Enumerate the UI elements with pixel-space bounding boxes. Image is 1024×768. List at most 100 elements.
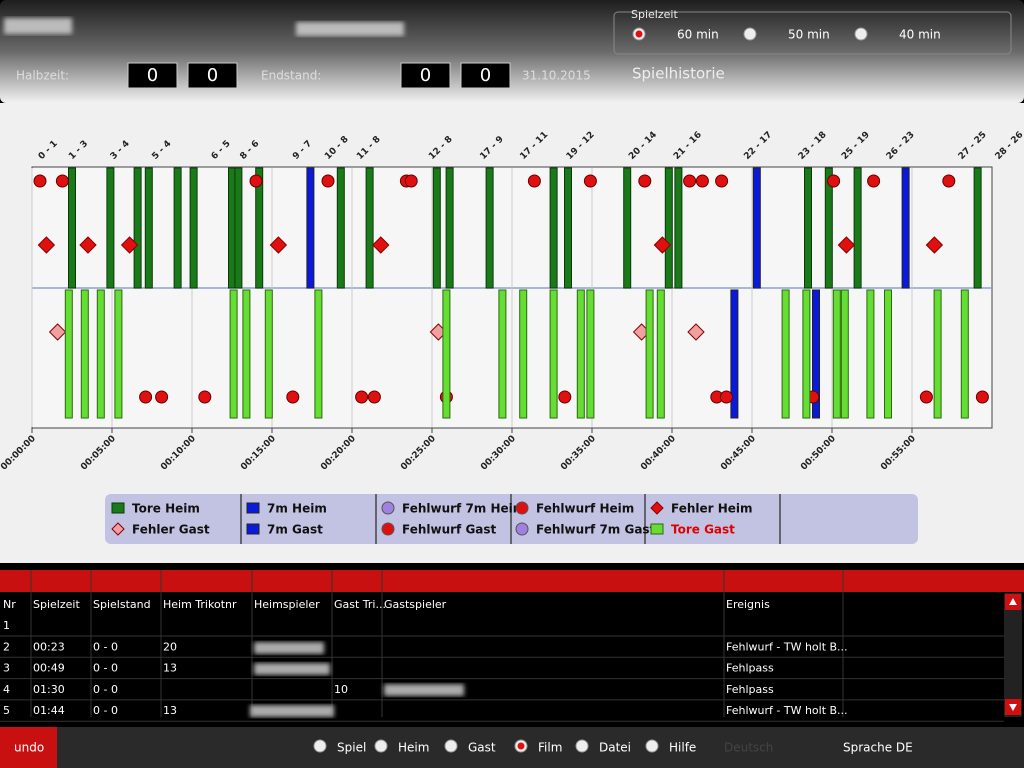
nav-radio[interactable] <box>645 739 659 753</box>
legend-label: Fehler Heim <box>671 502 753 516</box>
event-diamond <box>653 236 672 254</box>
event-bar <box>264 289 273 419</box>
event-bar <box>80 289 89 419</box>
endstand-label: Endstand: <box>261 69 321 83</box>
nav-radio[interactable] <box>444 739 458 753</box>
language: Sprache DE <box>843 741 913 755</box>
legend-label: Fehlwurf 7m Heim <box>402 502 525 516</box>
event-circle <box>975 390 989 404</box>
event-circle <box>249 174 263 188</box>
event-bar <box>730 289 739 419</box>
event-bar <box>64 289 73 419</box>
table-cell: 01:30 <box>33 683 65 696</box>
table-cell: 20 <box>163 640 177 653</box>
event-bar <box>645 289 654 419</box>
nav-option: Datei <box>599 741 631 755</box>
legend-label: 7m Heim <box>267 502 327 516</box>
event-bar <box>114 289 123 419</box>
spielzeit-option: 40 min <box>899 28 941 42</box>
blurred-name <box>384 684 464 696</box>
event-bar <box>365 167 374 289</box>
spielzeit-option: 50 min <box>788 28 830 42</box>
score-box <box>187 62 238 89</box>
table-cell: 4 <box>3 683 10 696</box>
legend-swatch <box>650 523 664 535</box>
legend-label: Tore Heim <box>132 502 200 516</box>
event-bar <box>485 167 494 289</box>
event-diamond <box>120 236 139 254</box>
history-title: Spielhistorie <box>632 65 725 83</box>
event-bar <box>445 167 454 289</box>
event-circle <box>683 174 697 188</box>
spielzeit-radio[interactable] <box>743 27 757 41</box>
event-bar <box>933 289 942 419</box>
undo-button[interactable] <box>0 727 57 768</box>
column-header: Nr <box>3 598 16 611</box>
nav-radio[interactable] <box>374 739 388 753</box>
table-cell: 13 <box>163 662 177 675</box>
event-bar <box>242 289 251 419</box>
event-circle <box>719 390 733 404</box>
event-diamond <box>269 236 288 254</box>
table-header-band <box>0 570 1024 592</box>
event-circle <box>321 174 335 188</box>
nav-option: Film <box>538 741 562 755</box>
event-circle <box>198 390 212 404</box>
event-bar <box>866 289 875 419</box>
table-cell: 01:44 <box>33 704 65 717</box>
event-bar <box>336 167 345 289</box>
event-bar <box>656 289 665 419</box>
table-cell: Fehlwurf - TW holt B... <box>726 640 848 653</box>
legend-swatch <box>515 522 529 536</box>
legend-label: Fehlwurf Gast <box>402 523 497 537</box>
table-cell: Fehlpass <box>726 662 774 675</box>
undo-label: undo <box>14 741 44 755</box>
event-circle <box>919 390 933 404</box>
column-header: Spielzeit <box>33 598 80 611</box>
table-cell: 00:23 <box>33 640 65 653</box>
scrollbar[interactable] <box>1004 593 1022 717</box>
event-circle <box>286 390 300 404</box>
table-cell: 0 - 0 <box>93 683 118 696</box>
event-bar <box>832 289 841 419</box>
event-bar <box>96 289 105 419</box>
event-bar <box>884 289 892 419</box>
score-value: 0 <box>420 65 431 86</box>
event-circle <box>155 390 169 404</box>
event-diamond <box>37 236 56 254</box>
event-bar <box>442 289 451 419</box>
event-bar <box>549 289 558 419</box>
table-cell: Fehlwurf - TW holt B... <box>726 704 848 717</box>
event-bar <box>306 167 315 289</box>
table-cell: 2 <box>3 640 10 653</box>
event-circle <box>33 174 47 188</box>
table-cell: 3 <box>3 662 10 675</box>
legend-swatch <box>111 522 125 536</box>
nav-option: Gast <box>468 741 496 755</box>
legend-swatch <box>515 501 529 515</box>
spielzeit-radio[interactable] <box>854 27 868 41</box>
legend-label: Fehlwurf 7m Gast <box>536 523 656 537</box>
nav-radio[interactable] <box>575 739 589 753</box>
spielzeit-title: Spielzeit <box>631 8 678 21</box>
nav-radio[interactable] <box>313 739 327 753</box>
table-cell: 10 <box>334 683 348 696</box>
event-diamond <box>687 323 705 341</box>
event-bar <box>781 289 790 419</box>
date: 31.10.2015 <box>522 69 591 83</box>
table-cell: 00:49 <box>33 662 65 675</box>
event-bar <box>519 289 528 419</box>
event-bar <box>106 167 115 289</box>
score-box <box>400 62 451 89</box>
table-cell: 0 - 0 <box>93 662 118 675</box>
legend-swatch <box>381 501 395 515</box>
table-cell: Fehlpass <box>726 683 774 696</box>
legend-swatch <box>111 502 125 514</box>
event-bar <box>840 289 849 419</box>
column-header: Heimspieler <box>254 598 320 611</box>
event-bar <box>623 167 632 289</box>
event-bar <box>234 167 243 289</box>
nav-radio-dot <box>517 742 525 750</box>
column-header: Gast Tri... <box>334 598 386 611</box>
